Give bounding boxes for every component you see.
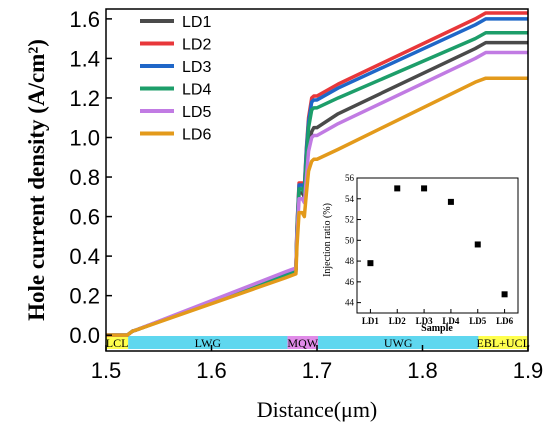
inset-x-tick-label: LD5 <box>469 316 487 326</box>
inset-x-tick-label: LD3 <box>416 316 434 326</box>
legend-label-ld2: LD2 <box>182 37 211 54</box>
region-label: EBL+UCL <box>476 336 529 350</box>
legend-label-ld4: LD4 <box>182 82 211 99</box>
legend-label-ld6: LD6 <box>182 127 211 144</box>
y-tick-label: 0.4 <box>69 244 100 269</box>
inset-x-tick-label: LD4 <box>442 316 460 326</box>
region-band-mqw <box>287 336 319 349</box>
legend-label-ld1: LD1 <box>182 14 211 31</box>
inset-x-axis-ticks: LD1 LD2 LD3 LD4 LD5 LD6 <box>362 309 514 326</box>
region-bands: LCL LWG MQW UWG EBL+UCL <box>106 336 530 350</box>
region-band-ebl-ucl <box>478 336 528 349</box>
region-band-uwg <box>318 336 479 349</box>
inset-y-axis-ticks: 44 46 48 50 52 54 56 <box>345 173 361 308</box>
inset-scatter-points <box>367 185 508 298</box>
y-axis-title: Hole current density (A/cm²) <box>24 39 49 321</box>
y-tick-label: 0.8 <box>69 165 100 190</box>
legend-label-ld3: LD3 <box>182 59 211 76</box>
region-label: LCL <box>106 336 129 350</box>
y-tick-label: 1.4 <box>69 46 100 71</box>
series-lines <box>106 11 528 337</box>
inset-y-tick-label: 50 <box>345 235 355 245</box>
region-label: LWG <box>195 336 222 350</box>
x-tick-label: 1.9 <box>513 358 544 383</box>
x-axis-title: Distance(μm) <box>257 397 378 422</box>
y-tick-label: 1.2 <box>69 86 100 111</box>
inset-point-ld2 <box>394 185 401 192</box>
region-label: UWG <box>384 336 413 350</box>
x-axis-ticks: 1.5 1.6 1.7 1.8 1.9 <box>91 345 544 383</box>
inset-y-tick-label: 54 <box>345 194 355 204</box>
y-tick-label: 0.2 <box>69 284 100 309</box>
region-band-lcl <box>106 336 129 349</box>
inset-point-ld1 <box>367 260 374 267</box>
series-line-ld6 <box>106 76 528 337</box>
inset-point-ld4 <box>447 198 454 205</box>
x-tick-label: 1.6 <box>196 358 227 383</box>
inset-y-tick-label: 46 <box>345 277 355 287</box>
inset-x-axis-title: Sample <box>421 323 453 334</box>
inset-x-tick-label: LD6 <box>496 316 514 326</box>
legend-label-ld5: LD5 <box>182 104 211 121</box>
y-tick-label: 1.0 <box>69 125 100 150</box>
inset-y-tick-label: 52 <box>345 215 354 225</box>
region-band-lwg <box>128 336 288 349</box>
x-tick-label: 1.7 <box>302 358 333 383</box>
inset-y-tick-label: 44 <box>345 298 355 308</box>
region-label: MQW <box>287 336 318 350</box>
legend: LD1 LD2 LD3 LD4 LD5 LD6 <box>140 14 211 144</box>
y-tick-label: 0.6 <box>69 205 100 230</box>
inset-point-ld6 <box>501 291 508 298</box>
y-tick-label: 0.0 <box>69 323 100 348</box>
y-tick-label: 1.6 <box>69 7 100 32</box>
inset-background <box>356 177 519 314</box>
x-tick-label: 1.5 <box>91 358 122 383</box>
y-axis-ticks: 0.0 0.2 0.4 0.6 0.8 1.0 1.2 1.4 1.6 <box>69 7 112 348</box>
injection-ratio-inset: 44 46 48 50 52 54 56 LD1 LD2 LD3 LD4 LD5 LD6 Inject… <box>322 173 519 334</box>
x-tick-label: 1.8 <box>407 358 438 383</box>
inset-point-ld3 <box>421 185 428 192</box>
inset-y-axis-title: Injection ratio (%) <box>322 203 333 277</box>
inset-x-tick-label: LD2 <box>389 316 407 326</box>
inset-y-tick-label: 48 <box>345 256 355 266</box>
inset-x-tick-label: LD1 <box>362 316 380 326</box>
inset-point-ld5 <box>474 241 481 248</box>
inset-y-tick-label: 56 <box>345 173 355 183</box>
